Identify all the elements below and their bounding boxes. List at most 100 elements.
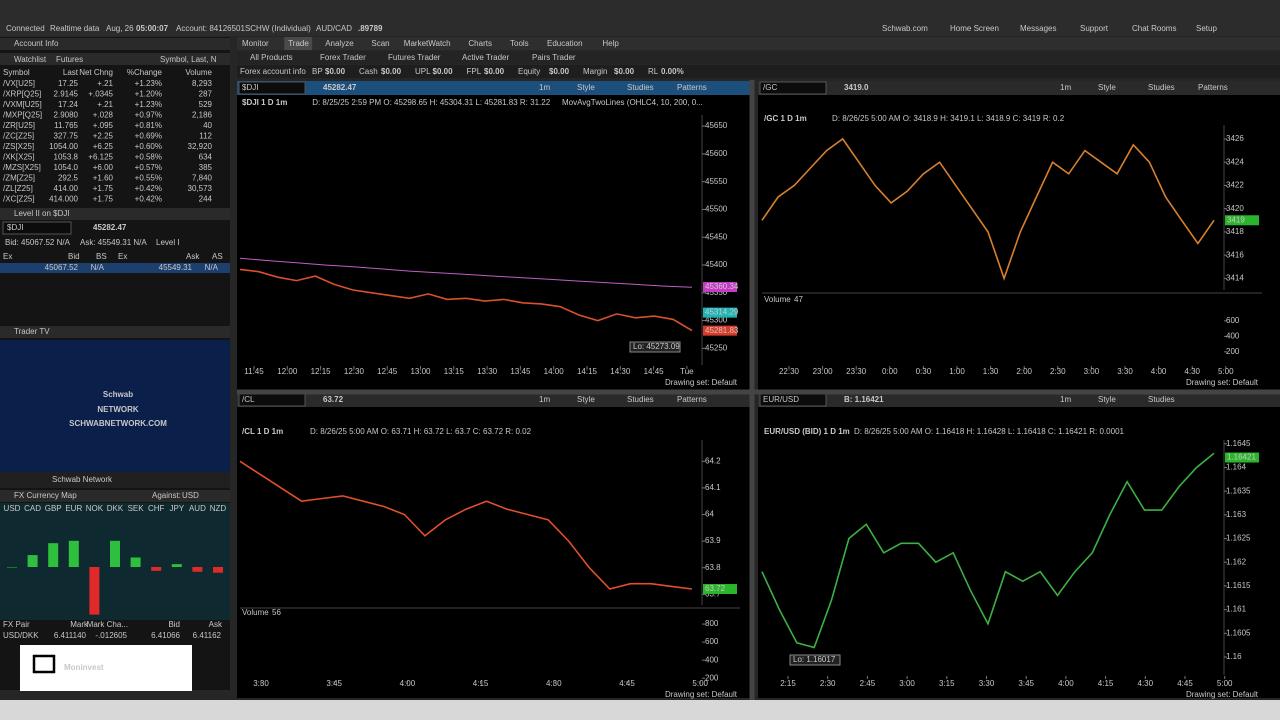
chart-tool[interactable]: Studies	[627, 83, 654, 92]
chart-tool[interactable]: Style	[1098, 395, 1116, 404]
l2-price: 45282.47	[93, 223, 127, 232]
section-title: Watchlist	[14, 55, 47, 64]
moving-average	[239, 257, 693, 288]
fx-bar	[27, 555, 38, 567]
price-line	[761, 137, 1215, 281]
watchlist-cell: +0.42%	[135, 195, 162, 204]
chart-tool[interactable]: Patterns	[677, 83, 707, 92]
watchlist-cell: 634	[199, 153, 213, 162]
menu-item[interactable]: Help	[602, 39, 619, 48]
x-tick-label: 13:45	[510, 367, 531, 376]
menu-item[interactable]: Analyze	[325, 39, 354, 48]
top-link[interactable]: Home Screen	[950, 24, 999, 33]
y-tick-label: 1.1645	[1226, 439, 1251, 448]
watchlist-cell: +.21	[97, 79, 113, 88]
fx-bar	[213, 567, 223, 573]
top-link[interactable]: Chat Rooms	[1132, 24, 1176, 33]
x-tick-label: 4:30	[546, 679, 562, 688]
interval[interactable]: 1m	[1060, 83, 1071, 92]
top-link[interactable]: Support	[1080, 24, 1109, 33]
section-header	[0, 208, 230, 220]
column-header: Net Chng	[79, 68, 113, 77]
x-tick-label: 4:15	[1098, 679, 1114, 688]
x-tick-label: 12:30	[344, 367, 365, 376]
y-tick-label: 64	[705, 510, 714, 519]
price-line	[761, 452, 1215, 649]
watchlist-cell: 327.75	[54, 132, 79, 141]
watchlist-cell: 287	[199, 90, 213, 99]
chart-tool[interactable]: Studies	[627, 395, 654, 404]
watchlist-cell: +0.97%	[135, 111, 162, 120]
interval[interactable]: 1m	[539, 83, 550, 92]
column-header: Symbol	[3, 68, 30, 77]
trade-tab[interactable]: Pairs Trader	[532, 53, 576, 62]
watchlist-cell: 17.25	[58, 79, 79, 88]
price-marker	[703, 325, 737, 336]
trade-tab[interactable]: Futures Trader	[388, 53, 441, 62]
menu-item[interactable]: Monitor	[242, 39, 269, 48]
watchlist-cell: 112	[199, 132, 212, 141]
x-tick-label: 0:30	[916, 367, 932, 376]
feed: Realtime data	[50, 24, 100, 33]
column-header: Ex	[3, 252, 12, 261]
menu-item[interactable]: Education	[547, 39, 583, 48]
low-label: Lo: 45273.09	[633, 342, 680, 351]
top-link[interactable]: Messages	[1020, 24, 1056, 33]
menu-item[interactable]: Trade	[288, 39, 309, 48]
y-tick-label: 64.2	[705, 456, 721, 465]
video-brand: Schwab	[103, 390, 133, 399]
x-tick-label: 4:00	[1058, 679, 1074, 688]
l2-cell: N/A	[91, 263, 105, 272]
chart-pane	[237, 81, 752, 392]
trade-tab[interactable]: Forex Trader	[320, 53, 366, 62]
column-header: Ex	[118, 252, 127, 261]
watchlist-cell: /MZS[X25]	[3, 163, 41, 172]
x-tick-label: 13:30	[477, 367, 498, 376]
x-tick-label: 3:30	[1117, 367, 1133, 376]
chart-label: /GC 1 D 1m	[764, 114, 807, 123]
price-marker	[703, 282, 737, 293]
x-tick-label: 2:15	[780, 679, 796, 688]
chart-tool[interactable]: Style	[1098, 83, 1116, 92]
interval[interactable]: 1m	[539, 395, 550, 404]
chart-tool[interactable]: Patterns	[677, 395, 707, 404]
top-link[interactable]: Setup	[1196, 24, 1217, 33]
watchlist-cell: /VX[U25]	[3, 79, 35, 88]
watchlist-cell: +1.23%	[135, 100, 162, 109]
video	[0, 340, 230, 472]
chart-tool[interactable]: Patterns	[1198, 83, 1228, 92]
account-field-label: Equity	[518, 67, 540, 76]
menu-item[interactable]: Scan	[371, 39, 389, 48]
chart-tool[interactable]: Style	[577, 395, 595, 404]
l2-row	[0, 263, 230, 273]
watchlist-cell: 292.5	[58, 174, 79, 183]
badge	[20, 645, 192, 691]
chart-tool[interactable]: Studies	[1148, 395, 1175, 404]
y-tick-label: 1.164	[1226, 463, 1247, 472]
menu-item[interactable]: Charts	[468, 39, 492, 48]
menu-item[interactable]: Tools	[510, 39, 529, 48]
account-field-label: Cash	[359, 67, 378, 76]
video-controls	[0, 472, 230, 488]
trade-tab[interactable]: Active Trader	[462, 53, 509, 62]
chart-toolbar	[237, 81, 752, 95]
menu-item[interactable]: MarketWatch	[404, 39, 451, 48]
chart-tool[interactable]: Style	[577, 83, 595, 92]
x-tick-label: 13:15	[444, 367, 465, 376]
section-title: Level II on $DJI	[14, 209, 70, 218]
trade-tab[interactable]: All Products	[250, 53, 293, 62]
top-link[interactable]: Schwab.com	[882, 24, 928, 33]
interval[interactable]: 1m	[1060, 395, 1071, 404]
account-field-label: BP	[312, 67, 323, 76]
watchlist-cell: +0.69%	[135, 132, 162, 141]
chart-tool[interactable]: Studies	[1148, 83, 1175, 92]
watchlist-cell: +.095	[93, 121, 114, 130]
fx-bar	[192, 567, 203, 572]
x-tick-label: 4:45	[619, 679, 635, 688]
y-tick-label: 1.161	[1226, 605, 1247, 614]
account-field-label: Margin	[583, 67, 607, 76]
y-tick-label: 45550	[705, 177, 728, 186]
price-line	[239, 460, 693, 590]
account-label: Forex account info	[240, 67, 306, 76]
